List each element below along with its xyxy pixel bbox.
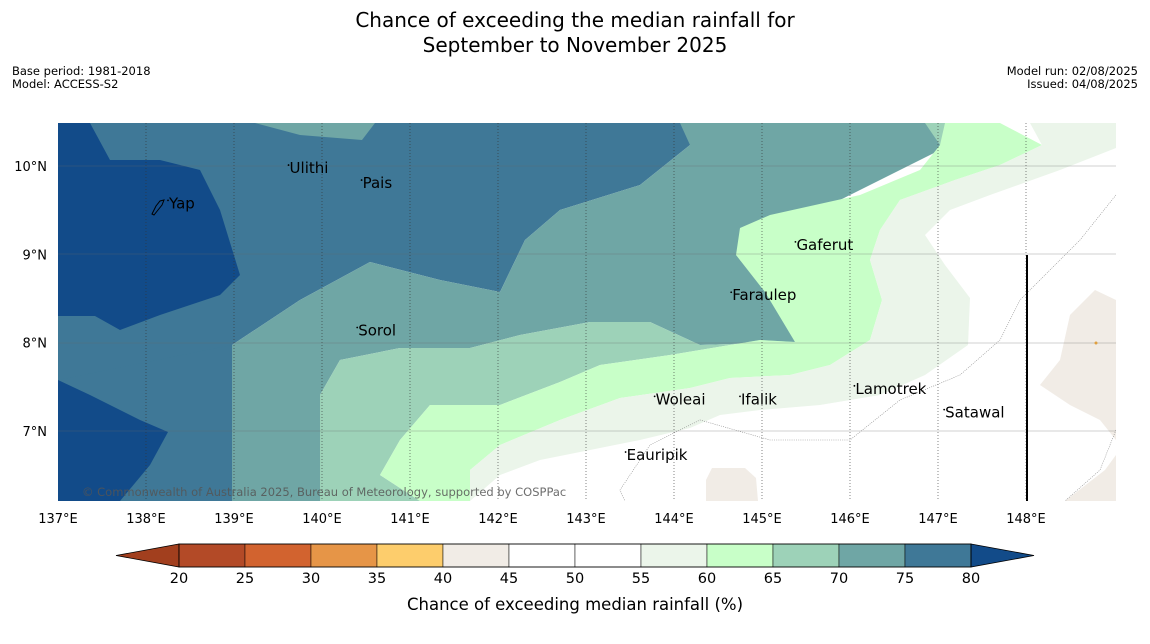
colorbar-swatch (178, 543, 246, 568)
lon-tick-label: 142°E (478, 512, 518, 527)
place-marker (360, 179, 363, 181)
contour-over-80-lower (58, 380, 168, 501)
place-label: Lamotrek (855, 380, 926, 398)
place-label: Woleai (656, 390, 706, 408)
lon-tick-label: 138°E (126, 512, 166, 527)
colorbar-tick-label: 70 (830, 571, 848, 587)
colorbar-label: Chance of exceeding median rainfall (%) (407, 595, 743, 614)
place-label: Ifalik (741, 390, 777, 408)
colorbar-tick-label: 60 (698, 571, 716, 587)
place-marker (167, 199, 169, 202)
latitude-ticks: 10°N 9°N 8°N 7°N (14, 160, 47, 440)
colorbar-swatch (508, 543, 576, 568)
longitude-ticks: 137°E 138°E 139°E 140°E 141°E 142°E 143°E 144°E… (38, 512, 1046, 527)
contour-40-45-south (706, 468, 758, 501)
map-area (58, 123, 1116, 501)
colorbar-swatch (838, 543, 906, 568)
base-period: Base period: 1981-2018 (12, 64, 151, 78)
colorbar-swatch (904, 543, 972, 568)
lon-tick-label: 137°E (38, 512, 78, 527)
chart-title: Chance of exceeding the median rainfall … (0, 8, 1150, 58)
model-name: Model: ACCESS-S2 (12, 77, 119, 91)
colorbar-swatch (640, 543, 708, 568)
title-line-1: Chance of exceeding the median rainfall … (355, 8, 795, 32)
colorbar-swatch (706, 543, 774, 568)
colorbar-tick-label: 75 (896, 571, 914, 587)
colorbar-tick-label: 40 (434, 571, 452, 587)
colorbar-under-arrow (115, 543, 180, 568)
lon-tick-label: 147°E (918, 512, 958, 527)
colorbar: 20 25 30 35 40 45 50 55 60 65 70 75 80 (115, 543, 1035, 587)
east-marker (1094, 341, 1098, 345)
colorbar-tick-label: 25 (236, 571, 254, 587)
place-marker (853, 384, 856, 387)
place-label: Ulithi (290, 159, 329, 177)
lat-tick-label: 10°N (14, 160, 47, 175)
place-label: Satawal (945, 404, 1004, 422)
colorbar-tick-label: 20 (170, 571, 188, 587)
place-marker (653, 395, 656, 398)
colorbar-tick-label: 80 (962, 571, 980, 587)
meta-left: Base period: 1981-2018 Model: ACCESS-S2 (12, 65, 151, 91)
colorbar-over-arrow (970, 543, 1035, 568)
lon-tick-label: 148°E (1006, 512, 1046, 527)
colorbar-tick-label: 35 (368, 571, 386, 587)
colorbar-swatch (574, 543, 642, 568)
lon-tick-label: 140°E (302, 512, 342, 527)
place-marker (287, 164, 290, 166)
lat-tick-label: 9°N (23, 248, 48, 263)
colorbar-swatch (442, 543, 510, 568)
lon-tick-label: 145°E (742, 512, 782, 527)
title-line-2: September to November 2025 (422, 33, 728, 57)
place-labels: Yap Ulithi Pais Gaferut Faraulep Sorol Lamotre… (167, 159, 1005, 464)
contour-55-60-band (470, 123, 1116, 501)
lon-tick-label: 139°E (214, 512, 254, 527)
lat-gridlines (58, 165, 1116, 432)
place-marker (794, 240, 797, 243)
colorbar-tick-label: 30 (302, 571, 320, 587)
colorbar-tick-label: 55 (632, 571, 650, 587)
issued-date: Issued: 04/08/2025 (1027, 77, 1138, 91)
contour-60-65-band (380, 123, 1042, 501)
place-marker (739, 395, 741, 398)
place-marker (356, 326, 359, 329)
place-label: Sorol (358, 322, 396, 340)
copyright-text: © Commonwealth of Australia 2025, Bureau… (82, 485, 566, 499)
place-label: Eauripik (627, 446, 688, 464)
place-label: Faraulep (732, 286, 796, 304)
place-label: Yap (168, 194, 195, 212)
lat-tick-label: 7°N (23, 425, 48, 440)
contour-75-80-lower (58, 345, 232, 501)
lon-tick-label: 146°E (830, 512, 870, 527)
colorbar-swatch (244, 543, 312, 568)
colorbar-tick-label: 50 (566, 571, 584, 587)
lat-tick-label: 8°N (23, 337, 48, 352)
colorbar-frame (178, 543, 972, 568)
place-label: Pais (363, 174, 393, 192)
lon-tick-label: 141°E (390, 512, 430, 527)
place-label: Gaferut (796, 236, 853, 254)
model-run: Model run: 02/08/2025 (1006, 64, 1138, 78)
colorbar-tick-label: 45 (500, 571, 518, 587)
place-marker (730, 291, 733, 294)
contour-over-80-upper (58, 123, 240, 330)
yap-island (151, 199, 165, 216)
place-marker (624, 451, 627, 453)
lon-tick-label: 143°E (566, 512, 606, 527)
colorbar-swatch (772, 543, 840, 568)
lon-tick-label: 144°E (654, 512, 694, 527)
place-marker (943, 408, 946, 411)
colorbar-swatch (310, 543, 378, 568)
contour-70-75-band (232, 123, 990, 501)
colorbar-swatch (376, 543, 444, 568)
meta-right: Model run: 02/08/2025 Issued: 04/08/2025 (1007, 65, 1138, 91)
colorbar-tick-label: 65 (764, 571, 782, 587)
